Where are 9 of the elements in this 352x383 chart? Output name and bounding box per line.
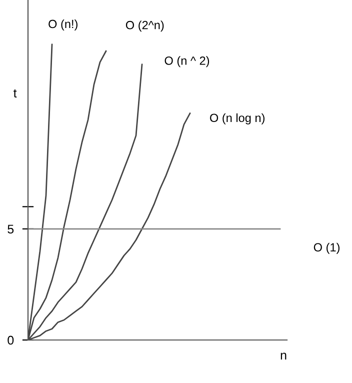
text: O (1) [314, 242, 340, 254]
series-label: O (n ^ 2) [164, 56, 210, 68]
series-label: O (n!) [48, 20, 78, 30]
x-axis-title: n [280, 352, 286, 360]
y-tick-label: 5 [8, 224, 14, 234]
y-axis-title: t [14, 89, 17, 98]
text: O (2^n) [126, 20, 164, 32]
series-label: O (n log n) [210, 113, 264, 124]
y-tick-label: 0 [8, 336, 14, 345]
